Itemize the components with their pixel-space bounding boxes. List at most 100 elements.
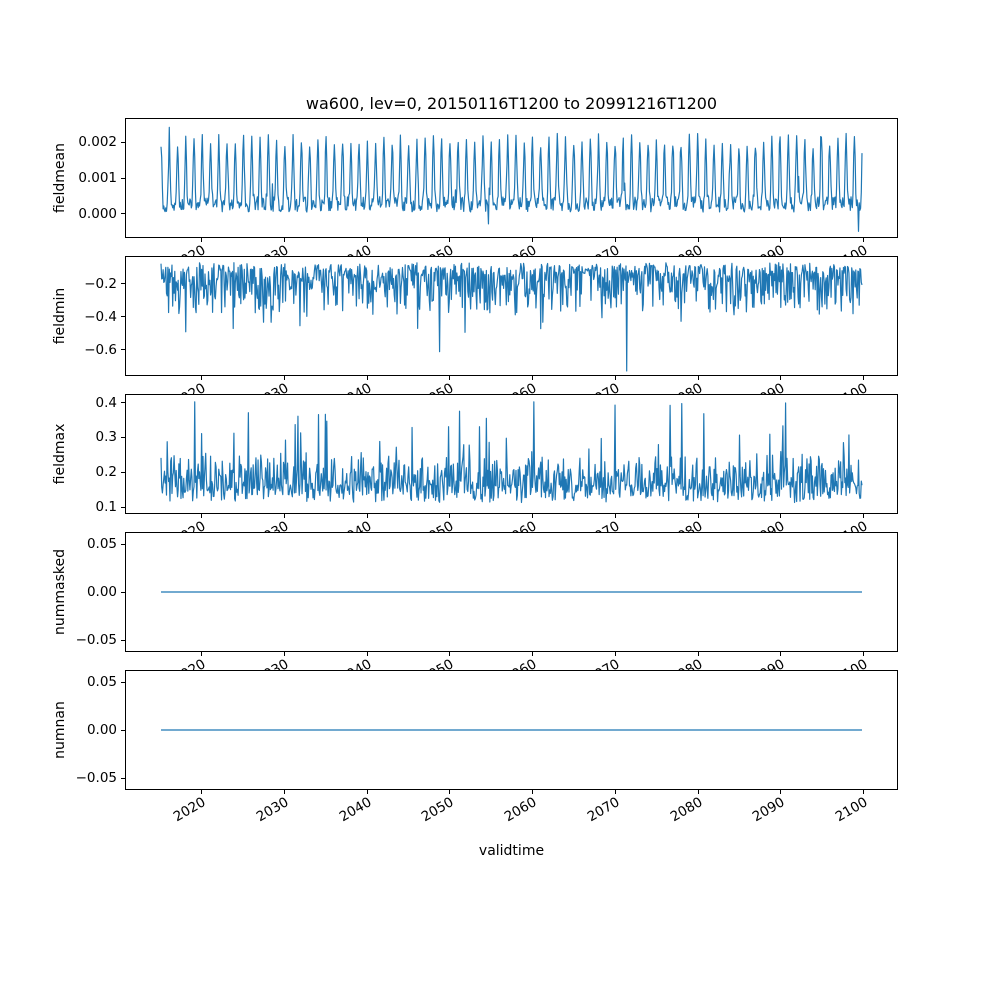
x-tick-mark [283,376,285,380]
x-tick-mark [697,238,699,242]
x-tick-mark [532,514,534,518]
fieldmean-plot-area [125,118,898,238]
x-tick-mark [614,238,616,242]
fieldmax-plot-area [125,394,898,514]
x-tick-mark [614,514,616,518]
x-tick-mark [283,238,285,242]
y-tick-label: −0.2 [84,275,117,292]
y-tick-mark [121,681,125,683]
x-tick-mark [283,652,285,656]
x-tick-mark [449,238,451,242]
y-tick-label: 0.3 [95,429,117,446]
y-tick-label: 0.2 [95,464,117,481]
nummasked-series-svg [161,591,862,593]
x-tick-label: 2020 [170,794,209,826]
y-tick-mark [121,177,125,179]
x-tick-mark [201,376,203,380]
y-tick-mark [121,471,125,473]
x-tick-mark [366,790,368,794]
x-tick-label: 2050 [419,794,457,826]
x-tick-mark [863,238,865,242]
x-tick-mark [201,790,203,794]
x-tick-mark [697,376,699,380]
x-tick-mark [449,652,451,656]
x-tick-label: 2100 [832,794,871,826]
fieldmin-plot-area [125,256,898,376]
x-tick-mark [780,514,782,518]
x-tick-label: 2090 [750,794,788,826]
y-tick-mark [121,436,125,438]
x-tick-mark [614,376,616,380]
x-tick-mark [697,514,699,518]
x-tick-label: 2030 [253,794,292,826]
x-axis-label: validtime [478,843,545,859]
x-tick-mark [366,652,368,656]
x-tick-mark [201,652,203,656]
y-tick-label: 0.05 [86,674,117,690]
y-tick-mark [121,591,125,593]
x-tick-label: 2040 [336,794,375,826]
y-tick-label: −0.05 [75,770,117,786]
x-tick-mark [449,790,451,794]
x-tick-mark [283,790,285,794]
nummasked-plot-area [125,532,898,652]
y-tick-label: 0.002 [78,134,117,151]
x-tick-mark [366,376,368,380]
y-tick-label: 0.001 [78,170,117,186]
x-tick-mark [780,238,782,242]
x-tick-mark [780,376,782,380]
y-tick-mark [121,349,125,351]
y-tick-label: 0.4 [95,394,117,411]
fieldmean-line [160,126,863,232]
fieldmin-line [160,262,863,372]
fieldmean-series-svg [160,126,863,232]
x-tick-mark [863,790,865,794]
y-tick-mark [121,543,125,545]
numnan-plot-area [125,670,898,790]
y-tick-mark [121,402,125,404]
x-tick-mark [449,376,451,380]
x-tick-mark [614,652,616,656]
fieldmin-series-svg [160,262,863,372]
y-tick-label: 0.000 [78,205,117,222]
x-tick-mark [201,238,203,242]
x-tick-mark [614,790,616,794]
x-tick-mark [449,514,451,518]
x-tick-mark [697,652,699,656]
fieldmax-line [160,401,863,504]
y-tick-label: −0.4 [84,308,117,325]
y-tick-label: 0.05 [86,536,117,552]
x-tick-label: 2080 [667,794,706,826]
y-tick-label: 0.1 [95,499,117,516]
y-tick-mark [121,639,125,641]
x-tick-mark [366,238,368,242]
y-tick-mark [121,729,125,731]
x-tick-mark [532,652,534,656]
x-tick-mark [780,790,782,794]
x-tick-mark [366,514,368,518]
x-tick-mark [863,376,865,380]
numnan-series-svg [161,729,862,731]
x-tick-label: 2060 [501,794,540,826]
y-tick-label: −0.05 [75,632,117,648]
y-tick-mark [121,283,125,285]
y-tick-label: 0.00 [86,722,117,738]
fieldmax-series-svg [160,401,863,504]
y-tick-mark [121,777,125,779]
chart-title: wa600, lev=0, 20150116T1200 to 20991216T… [305,94,718,113]
y-tick-label: 0.00 [86,584,117,600]
x-tick-mark [283,514,285,518]
x-tick-label: 2070 [584,794,623,826]
x-tick-mark [532,238,534,242]
y-tick-mark [121,506,125,508]
x-tick-mark [780,652,782,656]
x-tick-mark [532,790,534,794]
x-tick-mark [863,514,865,518]
x-tick-mark [532,376,534,380]
y-tick-mark [121,141,125,143]
y-tick-mark [121,213,125,215]
x-tick-mark [863,652,865,656]
x-tick-mark [201,514,203,518]
y-tick-label: −0.6 [84,341,117,358]
